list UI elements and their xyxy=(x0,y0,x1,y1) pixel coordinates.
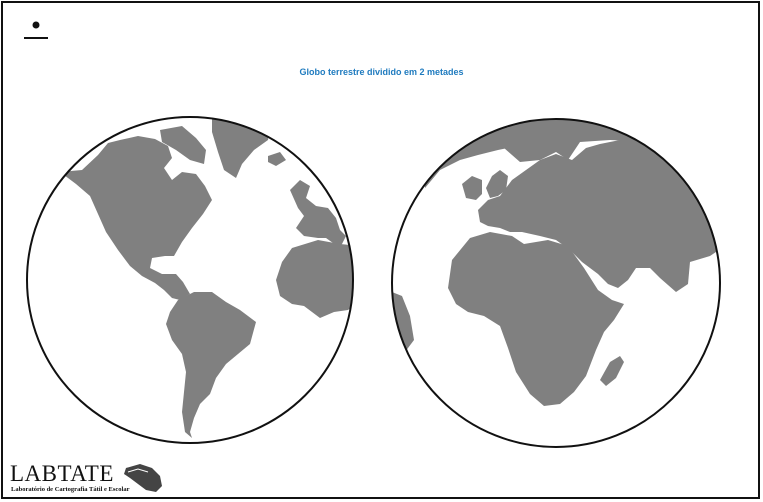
africa xyxy=(448,232,624,406)
scandinavia xyxy=(486,170,508,198)
logo-name: LABTATE xyxy=(10,461,114,486)
eastern-hemisphere xyxy=(391,118,721,448)
hand-icon xyxy=(124,464,162,492)
dot-over-line-icon xyxy=(24,21,48,39)
madagascar xyxy=(600,356,624,386)
eurasia xyxy=(478,138,720,292)
western-hemisphere xyxy=(26,116,354,444)
britain xyxy=(462,176,482,200)
western-africa xyxy=(276,240,353,318)
western-europe xyxy=(290,180,346,248)
north-america xyxy=(60,136,212,300)
logo-subtitle: Laboratório de Cartografia Tátil e Escol… xyxy=(11,486,130,493)
map-title: Globo terrestre dividido em 2 metades xyxy=(299,67,464,77)
western-outline xyxy=(26,116,354,444)
arctic-island-1 xyxy=(160,126,206,164)
south-america xyxy=(166,292,256,438)
iceland xyxy=(268,152,286,166)
eastern-outline xyxy=(391,118,721,448)
